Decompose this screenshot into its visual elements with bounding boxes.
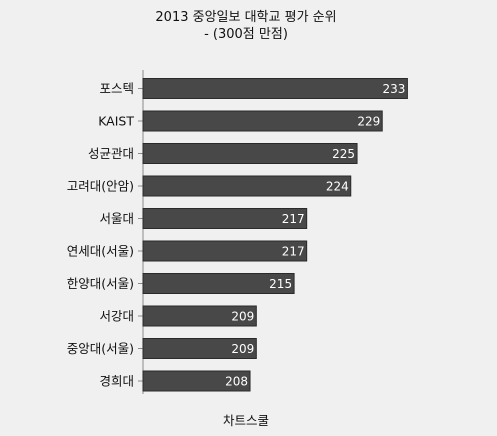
bar	[142, 370, 251, 392]
value-label: 215	[269, 277, 292, 291]
bar	[142, 338, 257, 359]
chart-subtitle: - (300점 만점)	[204, 27, 288, 42]
category-label: 포스텍	[99, 81, 134, 96]
category-label: 성균관대	[88, 146, 134, 161]
value-label: 224	[326, 180, 349, 194]
value-label: 209	[231, 342, 254, 356]
value-label: 209	[231, 310, 254, 324]
category-label: 중앙대(서울)	[67, 341, 134, 356]
bar	[142, 78, 408, 99]
chart-title: 2013 중앙일보 대학교 평가 순위	[155, 10, 336, 25]
value-label: 217	[282, 212, 305, 226]
bar	[142, 143, 358, 164]
value-label: 225	[332, 147, 355, 161]
value-label: 229	[357, 115, 380, 129]
bar	[142, 305, 257, 327]
value-label: 217	[282, 245, 305, 259]
category-label: 연세대(서울)	[67, 244, 134, 259]
category-label: 한양대(서울)	[67, 276, 134, 291]
value-label: 233	[383, 82, 406, 96]
category-label: 경희대	[99, 374, 134, 389]
bars-group: 포스텍 233 KAIST 229 성균관대 225 고려대(안암) 224 서울대 217 연세대…	[67, 78, 408, 392]
value-label: 208	[225, 375, 248, 389]
bar	[142, 208, 308, 229]
bar	[142, 110, 383, 132]
bar	[142, 240, 308, 262]
category-label: 고려대(안암)	[67, 179, 134, 194]
category-label: KAIST	[98, 114, 134, 129]
bar	[142, 175, 352, 197]
bar	[142, 273, 295, 294]
x-axis-label: 차트스쿨	[223, 413, 269, 428]
category-label: 서강대	[99, 309, 134, 324]
category-label: 서울대	[99, 211, 134, 226]
